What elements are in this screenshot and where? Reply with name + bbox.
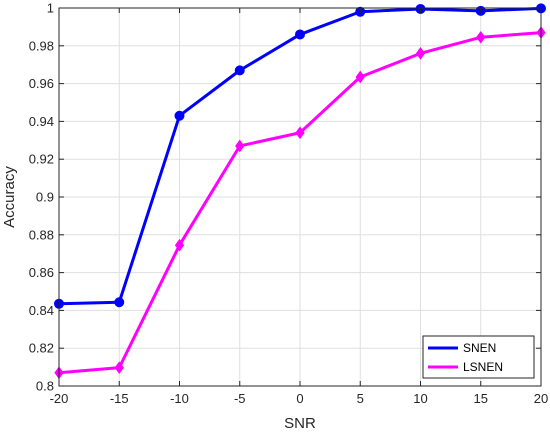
x-tick-label: 0 [296,391,303,406]
y-tick-label: 0.92 [29,152,54,167]
data-point [114,361,124,375]
x-tick-label: -10 [170,391,189,406]
x-tick-label: 5 [357,391,364,406]
x-tick-label: -20 [50,391,69,406]
y-tick-label: 0.94 [29,114,54,129]
series-layer [54,3,546,380]
y-tick-label: 0.98 [29,38,54,53]
x-tick-label: 20 [534,391,548,406]
series-lsnen [54,26,546,380]
axis-ticks: -20 -15 -10 -5 0 5 10 15 20 0.8 0.82 0.84 0.86 0.88 0.… [29,1,549,407]
y-tick-label: 0.82 [29,341,54,356]
data-point [174,110,185,121]
data-point [234,65,245,76]
x-axis-label: SNR [284,415,316,432]
x-tick-label: 15 [474,391,488,406]
data-point [355,70,365,84]
y-axis-label: Accuracy [1,166,18,228]
data-point [114,297,125,308]
x-tick-label: 10 [413,391,427,406]
legend: SNEN LSNEN [422,335,535,379]
y-tick-label: 0.84 [29,303,54,318]
y-tick-label: 0.8 [36,379,54,394]
legend-box [422,335,535,379]
x-tick-label: -15 [110,391,129,406]
y-tick-label: 1 [47,1,54,16]
data-point [295,126,305,140]
data-point [174,238,185,252]
y-tick-label: 0.9 [36,190,54,205]
y-tick-label: 0.86 [29,265,54,280]
data-point [415,47,426,60]
series-snen [54,3,546,309]
y-tick-label: 0.88 [29,227,54,242]
legend-label: SNEN [463,341,496,355]
legend-label: LSNEN [463,360,503,374]
x-tick-label: -5 [234,391,246,406]
data-point [295,29,305,40]
y-tick-label: 0.96 [29,76,54,91]
data-point [476,30,486,44]
data-point [235,139,245,153]
